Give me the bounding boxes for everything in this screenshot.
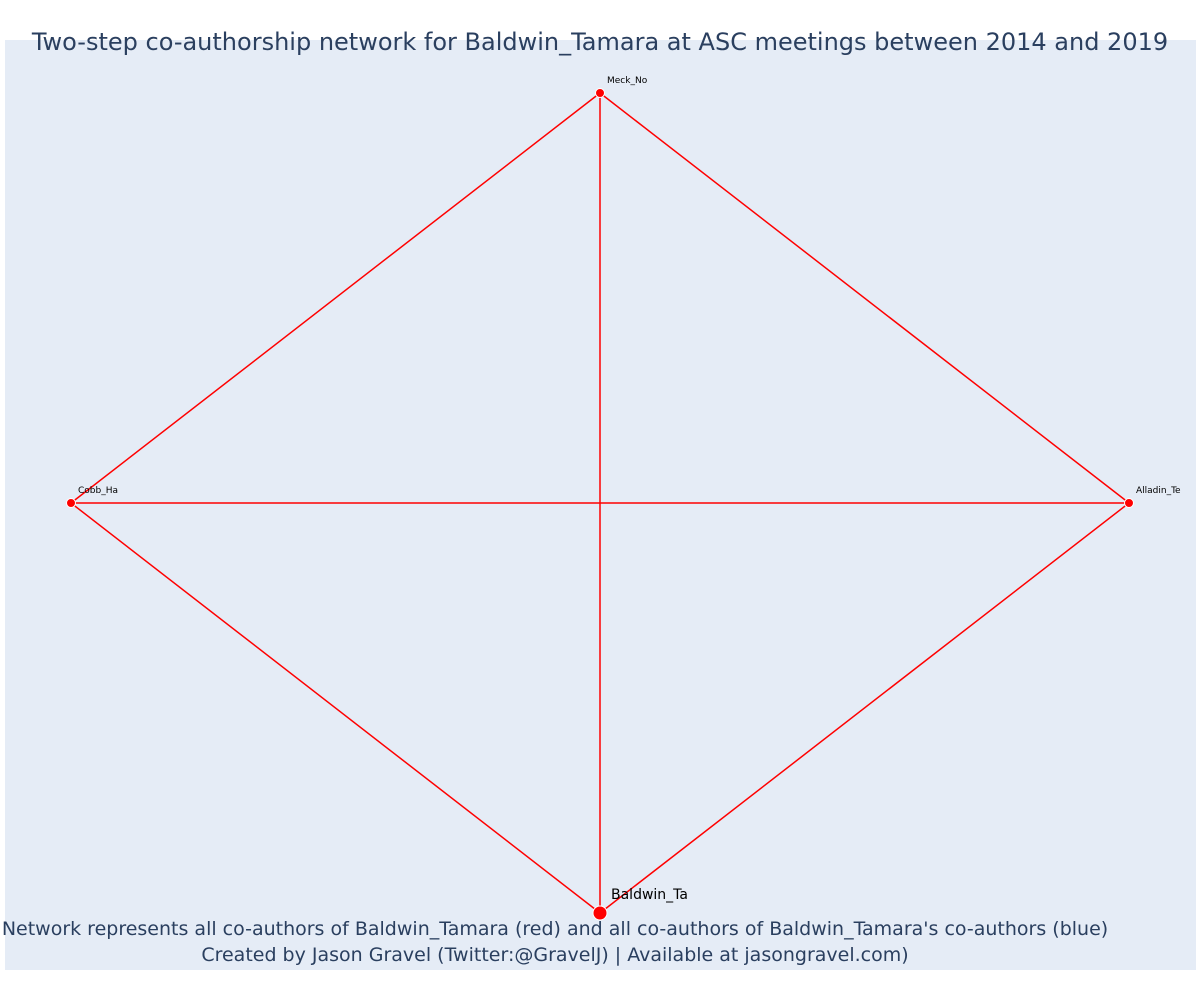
edge-Meck_No-Cobb_Ha <box>70 92 601 504</box>
footer-credit: Created by Jason Gravel (Twitter:@Gravel… <box>201 944 909 966</box>
nodes-layer <box>66 88 1134 921</box>
labels-layer: Meck_No Cobb_Ha Alladin_Te Baldwin_Ta <box>78 76 1181 903</box>
node-label-Cobb_Ha: Cobb_Ha <box>78 486 118 496</box>
footer-note: Network represents all co-authors of Bal… <box>1 918 1109 940</box>
edge-Meck_No-Alladin_Te <box>599 92 1130 504</box>
node-Alladin_Te[interactable] <box>1124 498 1134 508</box>
chart-title: Two-step co-authorship network for Baldw… <box>31 28 1169 56</box>
edge-Cobb_Ha-Baldwin_Ta <box>70 502 601 914</box>
node-Cobb_Ha[interactable] <box>66 498 76 508</box>
node-Baldwin_Ta[interactable] <box>592 905 608 921</box>
edge-Alladin_Te-Baldwin_Ta <box>599 502 1130 914</box>
node-label-Alladin_Te: Alladin_Te <box>1136 486 1181 496</box>
node-label-Meck_No: Meck_No <box>607 76 648 86</box>
node-label-Baldwin_Ta: Baldwin_Ta <box>611 887 688 903</box>
node-Meck_No[interactable] <box>595 88 605 98</box>
edges-layer <box>70 92 1130 914</box>
